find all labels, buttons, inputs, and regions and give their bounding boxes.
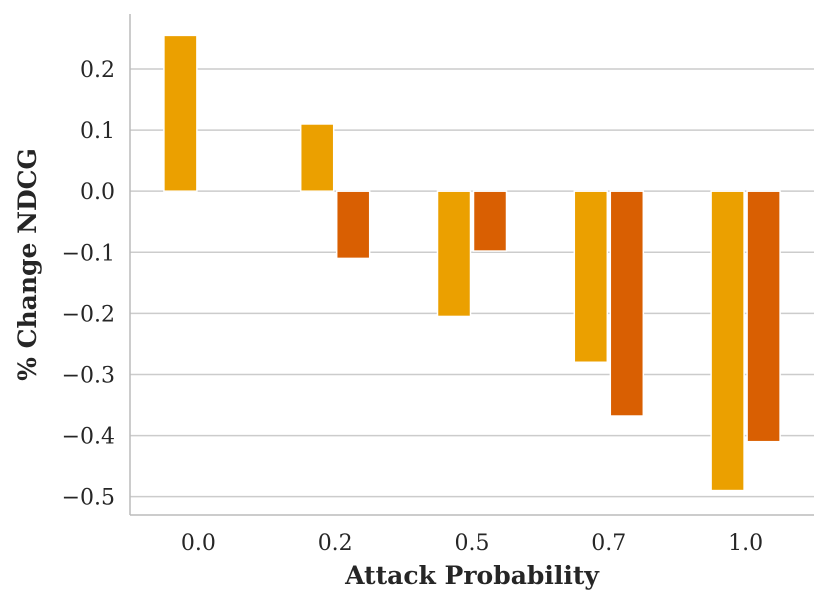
- y-tick-label: −0.5: [62, 486, 115, 511]
- gridlines: [130, 68, 814, 498]
- y-tick-label: −0.1: [62, 241, 115, 266]
- y-axis-title: % Change NDCG: [13, 148, 42, 381]
- x-tick-label: 0.5: [455, 531, 490, 556]
- bar: [299, 123, 335, 192]
- bar: [609, 190, 645, 417]
- y-tick-label: −0.4: [62, 425, 115, 450]
- x-tick-label: 0.2: [318, 531, 353, 556]
- x-tick-label: 0.0: [181, 531, 216, 556]
- y-tick-label: 0.0: [80, 180, 115, 205]
- bar: [472, 190, 508, 252]
- bar: [573, 190, 609, 364]
- y-tick-labels: 0.2 0.1 0.0 −0.1 −0.2 −0.3 −0.4 −0.5: [62, 58, 115, 511]
- x-tick-label: 0.7: [591, 531, 626, 556]
- y-tick-label: 0.1: [80, 119, 115, 144]
- y-tick-label: −0.2: [62, 302, 115, 327]
- y-tick-label: 0.2: [80, 58, 115, 83]
- x-axis-title: Attack Probability: [344, 561, 600, 590]
- bar: [335, 190, 371, 260]
- y-tick-label: −0.3: [62, 363, 115, 388]
- bar: [436, 190, 472, 318]
- bars: [163, 34, 781, 492]
- bar: [746, 190, 781, 443]
- bar: [163, 34, 198, 192]
- bar: [710, 190, 745, 492]
- x-tick-label: 1.0: [728, 531, 763, 556]
- x-tick-labels: 0.0 0.2 0.5 0.7 1.0: [181, 531, 763, 556]
